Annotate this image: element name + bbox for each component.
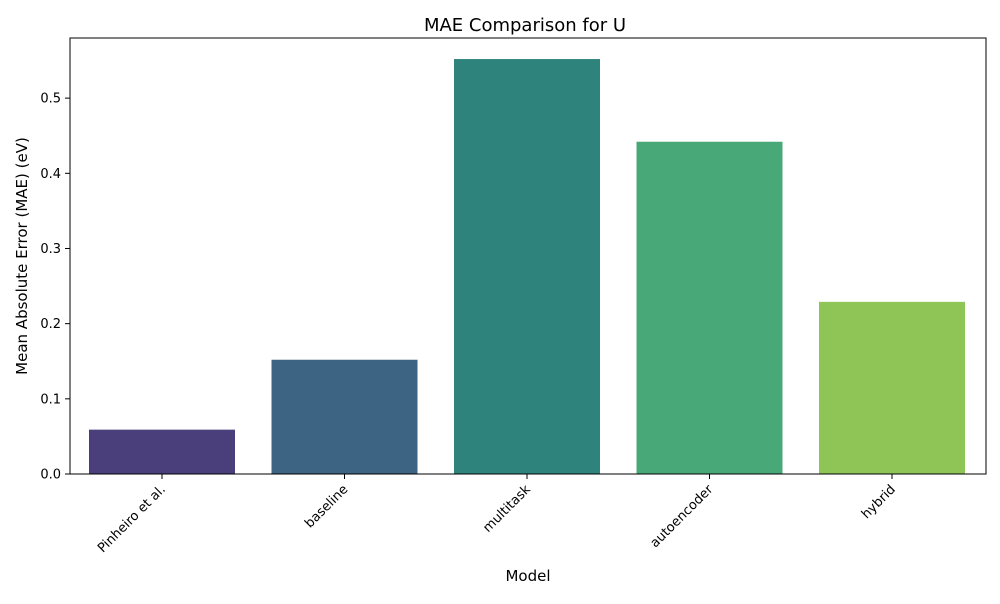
y-axis: 0.0 0.1 0.2 0.3 0.4 0.5 (40, 92, 70, 483)
x-axis-title: Model (505, 567, 550, 585)
y-tick-label: 0.1 (40, 392, 61, 407)
x-axis: Pinheiro et al. baseline multitask autoenco… (95, 474, 899, 556)
x-tick-label: Pinheiro et al. (95, 482, 169, 556)
x-tick-label: autoencoder (648, 482, 717, 551)
bar-multitask (454, 59, 600, 474)
x-tick-label: hybrid (859, 482, 899, 522)
y-tick-label: 0.4 (40, 167, 61, 182)
x-tick-label: multitask (480, 482, 534, 536)
y-tick-label: 0.2 (40, 317, 61, 332)
y-tick-label: 0.0 (40, 468, 61, 483)
bars-layer (89, 59, 965, 475)
y-tick-label: 0.5 (40, 92, 61, 107)
bar-autoencoder (636, 141, 783, 475)
bar-baseline (271, 359, 418, 474)
bar-pinheiro-et-al (89, 429, 235, 474)
y-axis-title: Mean Absolute Error (MAE) (eV) (13, 137, 31, 375)
plot-frame (69, 37, 987, 475)
bar-hybrid (819, 301, 965, 474)
chart-title: MAE Comparison for U (424, 15, 626, 36)
y-tick-label: 0.3 (40, 242, 61, 257)
x-tick-label: baseline (302, 482, 351, 531)
